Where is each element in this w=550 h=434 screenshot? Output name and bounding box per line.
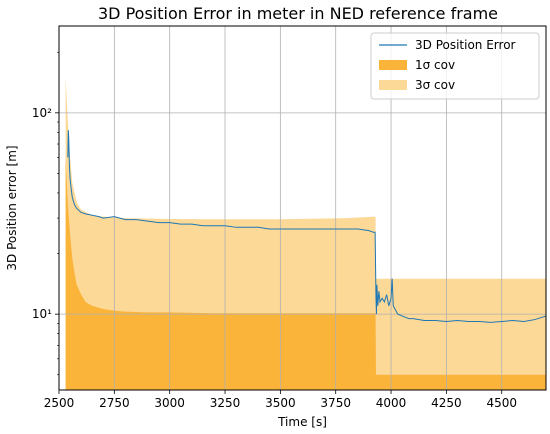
legend-entry: 3σ cov	[415, 78, 455, 92]
legend-swatch	[379, 80, 407, 90]
legend: 3D Position Error 1σ cov 3σ cov	[370, 32, 540, 100]
x-tick-label: 3250	[210, 396, 241, 410]
cov-1sigma-area	[65, 157, 546, 390]
legend-swatch	[379, 60, 407, 70]
x-tick-label: 4500	[486, 396, 517, 410]
x-tick-label: 4250	[431, 396, 462, 410]
x-tick-label: 3500	[265, 396, 296, 410]
x-tick-label: 4000	[376, 396, 407, 410]
position-error-line	[67, 130, 546, 323]
legend-box	[370, 32, 540, 100]
chart-title: 3D Position Error in meter in NED refere…	[98, 4, 498, 23]
x-tick-label: 3000	[154, 396, 185, 410]
plot-frame	[58, 25, 547, 391]
legend-entry: 3D Position Error	[415, 38, 516, 52]
cov-3sigma-area	[65, 77, 546, 390]
plot-area	[59, 26, 546, 390]
x-tick-label: 2500	[44, 396, 75, 410]
y-axis-ticks: 10¹ 10²	[32, 51, 59, 376]
y-tick-label: 10¹	[32, 307, 52, 321]
x-axis-label: Time [s]	[277, 415, 327, 429]
y-tick-label: 10²	[32, 106, 52, 120]
x-tick-label: 3750	[320, 396, 351, 410]
x-axis-ticks: 2500 2750 3000 3250 3500 3750 4000 4250 4500	[44, 390, 517, 410]
y-axis-label: 3D Position error [m]	[5, 145, 19, 270]
legend-entry: 1σ cov	[415, 58, 455, 72]
x-tick-label: 2750	[99, 396, 130, 410]
